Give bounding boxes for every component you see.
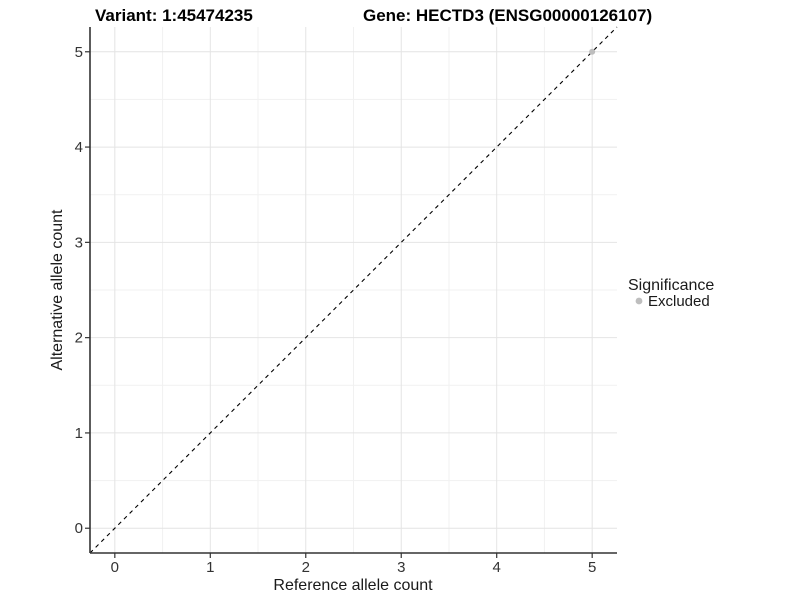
axis-lines xyxy=(89,27,617,554)
y-axis-title: Alternative allele count xyxy=(49,209,66,371)
legend-label-excluded: Excluded xyxy=(648,293,710,310)
x-tick-label: 2 xyxy=(302,559,310,576)
data-points xyxy=(589,48,596,55)
y-tick-label: 3 xyxy=(75,234,83,251)
y-tick-label: 0 xyxy=(75,520,83,537)
y-tick-label: 2 xyxy=(75,330,83,347)
axis-tick-marks xyxy=(85,51,593,558)
x-tick-label: 3 xyxy=(397,559,405,576)
x-tick-label: 1 xyxy=(206,559,214,576)
y-tick-labels: 0 1 2 3 4 5 xyxy=(75,44,83,537)
x-tick-label: 0 xyxy=(111,559,119,576)
gene-title: Gene: HECTD3 (ENSG00000126107) xyxy=(363,6,652,25)
y-tick-label: 5 xyxy=(75,44,83,61)
legend-title: Significance xyxy=(628,277,714,294)
data-point-excluded xyxy=(589,48,596,55)
y-tick-label: 4 xyxy=(75,139,83,156)
x-tick-label: 5 xyxy=(588,559,596,576)
y-tick-label: 1 xyxy=(75,425,83,442)
x-tick-labels: 0 1 2 3 4 5 xyxy=(111,559,597,576)
variant-title: Variant: 1:45474235 xyxy=(95,6,253,25)
grid-minor-lines xyxy=(90,27,617,553)
legend: Significance Excluded xyxy=(628,277,714,310)
x-tick-label: 4 xyxy=(493,559,501,576)
x-axis-title: Reference allele count xyxy=(273,577,433,594)
legend-key-excluded-icon xyxy=(635,297,643,305)
grid-major-lines xyxy=(90,27,617,553)
